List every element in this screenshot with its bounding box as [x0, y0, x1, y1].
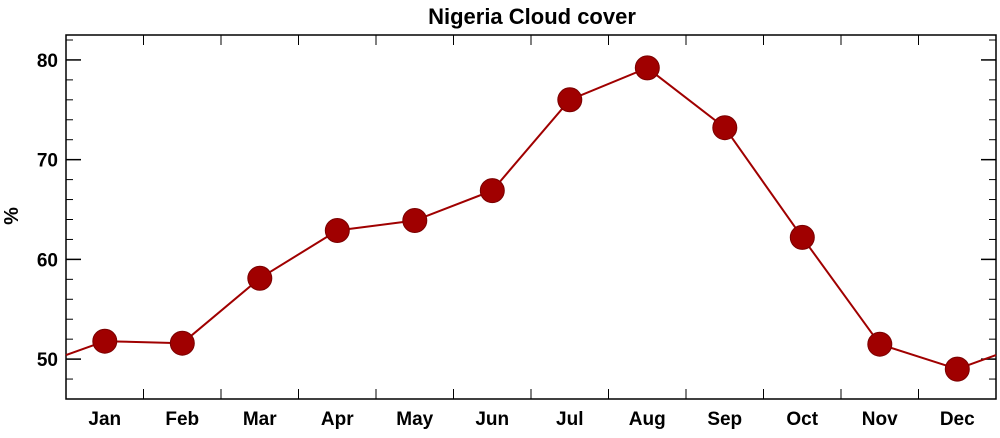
series-line — [104, 66, 958, 371]
y-axis-label: % — [1, 207, 23, 225]
axis-ticks — [66, 35, 996, 400]
plot-frame — [65, 34, 997, 400]
x-tick-label: Oct — [786, 409, 818, 430]
data-point — [169, 330, 195, 356]
data-point — [402, 208, 428, 233]
data-point — [867, 331, 893, 357]
chart-title: Nigeria Cloud cover — [428, 4, 636, 29]
data-point — [247, 265, 273, 291]
x-tick-label: Apr — [321, 409, 354, 430]
y-tick-label: 70 — [37, 151, 58, 172]
x-tick-label: Feb — [165, 409, 199, 430]
x-tick-label: Jun — [475, 409, 509, 430]
x-tick-label: Aug — [629, 409, 666, 430]
data-series — [65, 55, 997, 382]
data-point — [789, 224, 815, 250]
x-tick-label: May — [396, 409, 433, 430]
x-tick-label: Nov — [862, 409, 898, 430]
x-tick-label: Jul — [556, 409, 583, 430]
data-point — [479, 178, 505, 204]
x-tick-label: Dec — [940, 409, 975, 430]
y-tick-label: 50 — [37, 350, 58, 371]
y-tick-label: 60 — [37, 250, 58, 271]
data-point — [634, 55, 660, 81]
data-point — [92, 328, 118, 354]
data-point — [324, 218, 350, 243]
x-tick-label: Mar — [243, 409, 277, 430]
tick-labels: 50 60 70 80 Jan Feb Mar Apr May Jun Jul Aug Sep Oct No… — [37, 51, 975, 430]
data-point — [712, 115, 738, 141]
data-point — [557, 87, 583, 113]
data-point — [944, 356, 970, 382]
x-tick-label: Jan — [88, 409, 121, 430]
x-tick-label: Sep — [707, 409, 742, 430]
y-tick-label: 80 — [37, 51, 58, 72]
